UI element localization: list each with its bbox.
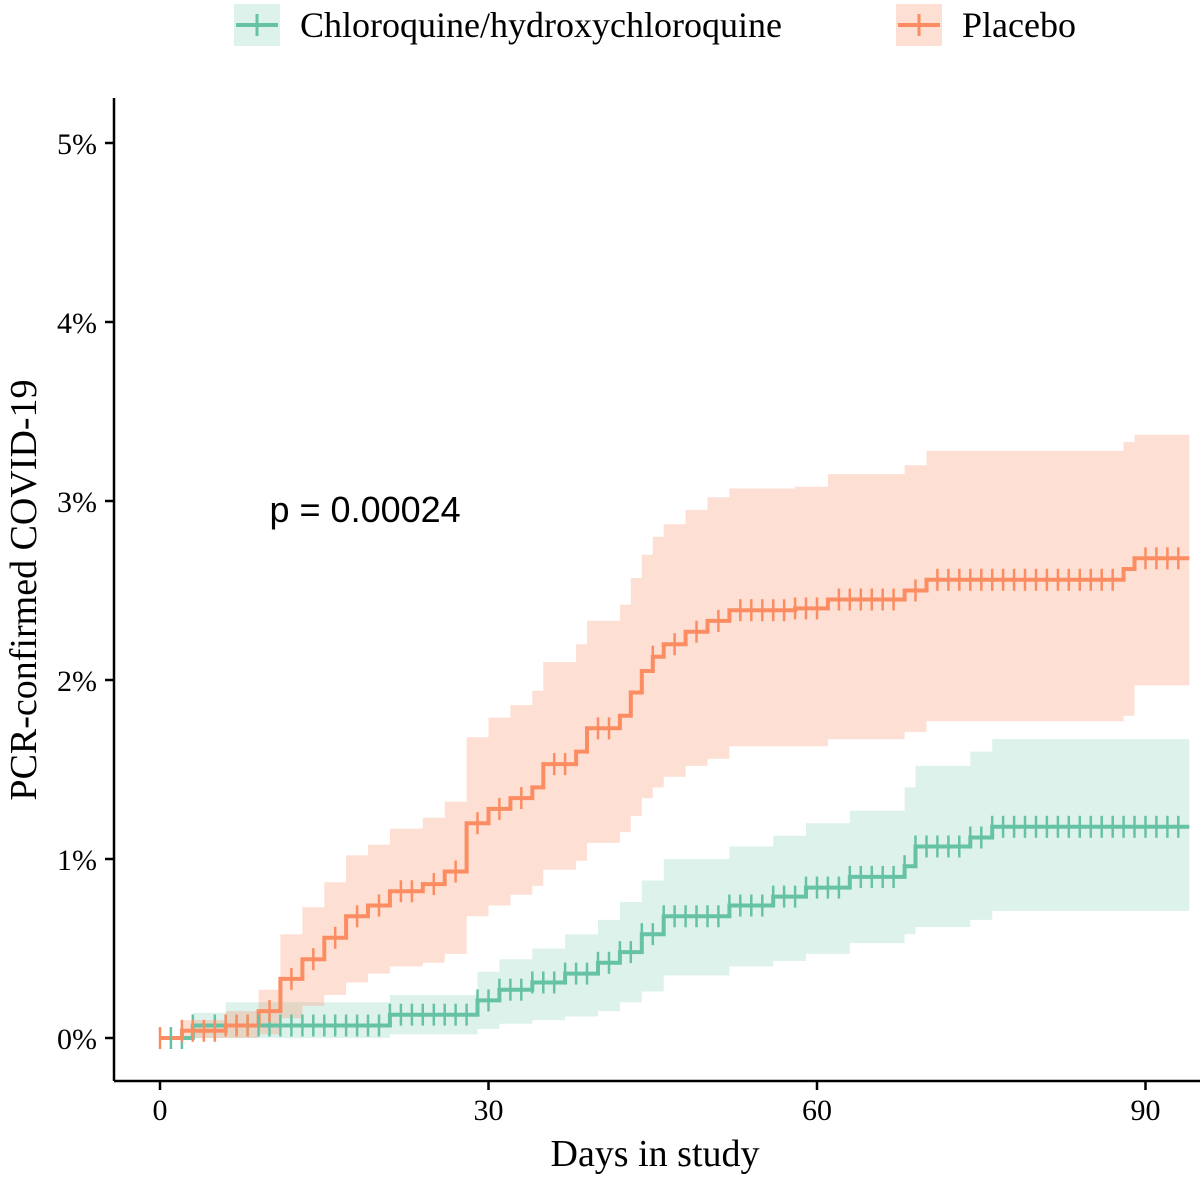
legend-label-placebo: Placebo xyxy=(962,5,1076,45)
y-tick-label: 1% xyxy=(57,844,97,877)
legend-item-placebo[interactable]: Placebo xyxy=(896,4,1076,46)
x-axis-ticks: 0 30 60 90 xyxy=(153,1081,1161,1127)
censor-marks xyxy=(158,547,1180,1049)
ci-band-chloroquine xyxy=(160,739,1190,1038)
y-tick-label: 2% xyxy=(57,665,97,698)
y-axis-title: PCR-confirmed COVID-19 xyxy=(3,379,45,800)
plot-area xyxy=(158,434,1190,1049)
x-axis-title: Days in study xyxy=(551,1133,760,1175)
x-tick-label: 90 xyxy=(1131,1094,1161,1127)
km-curve-placebo[interactable] xyxy=(160,556,1190,1040)
x-tick-label: 30 xyxy=(474,1094,504,1127)
p-value-annotation: p = 0.00024 xyxy=(270,489,461,530)
y-tick-label: 5% xyxy=(57,128,97,161)
x-tick-label: 0 xyxy=(153,1094,168,1127)
legend-label-chloroquine: Chloroquine/hydroxychloroquine xyxy=(300,5,782,45)
y-axis-ticks: 0% 1% 2% 3% 4% 5% xyxy=(57,128,114,1056)
y-tick-label: 4% xyxy=(57,307,97,340)
y-tick-label: 0% xyxy=(57,1023,97,1056)
legend-item-chloroquine[interactable]: Chloroquine/hydroxychloroquine xyxy=(234,4,782,46)
confidence-bands xyxy=(160,434,1190,1038)
x-tick-label: 60 xyxy=(802,1094,832,1127)
ci-band-placebo xyxy=(160,434,1190,1038)
y-tick-label: 3% xyxy=(57,486,97,519)
legend: Chloroquine/hydroxychloroquine Placebo xyxy=(234,4,1076,46)
